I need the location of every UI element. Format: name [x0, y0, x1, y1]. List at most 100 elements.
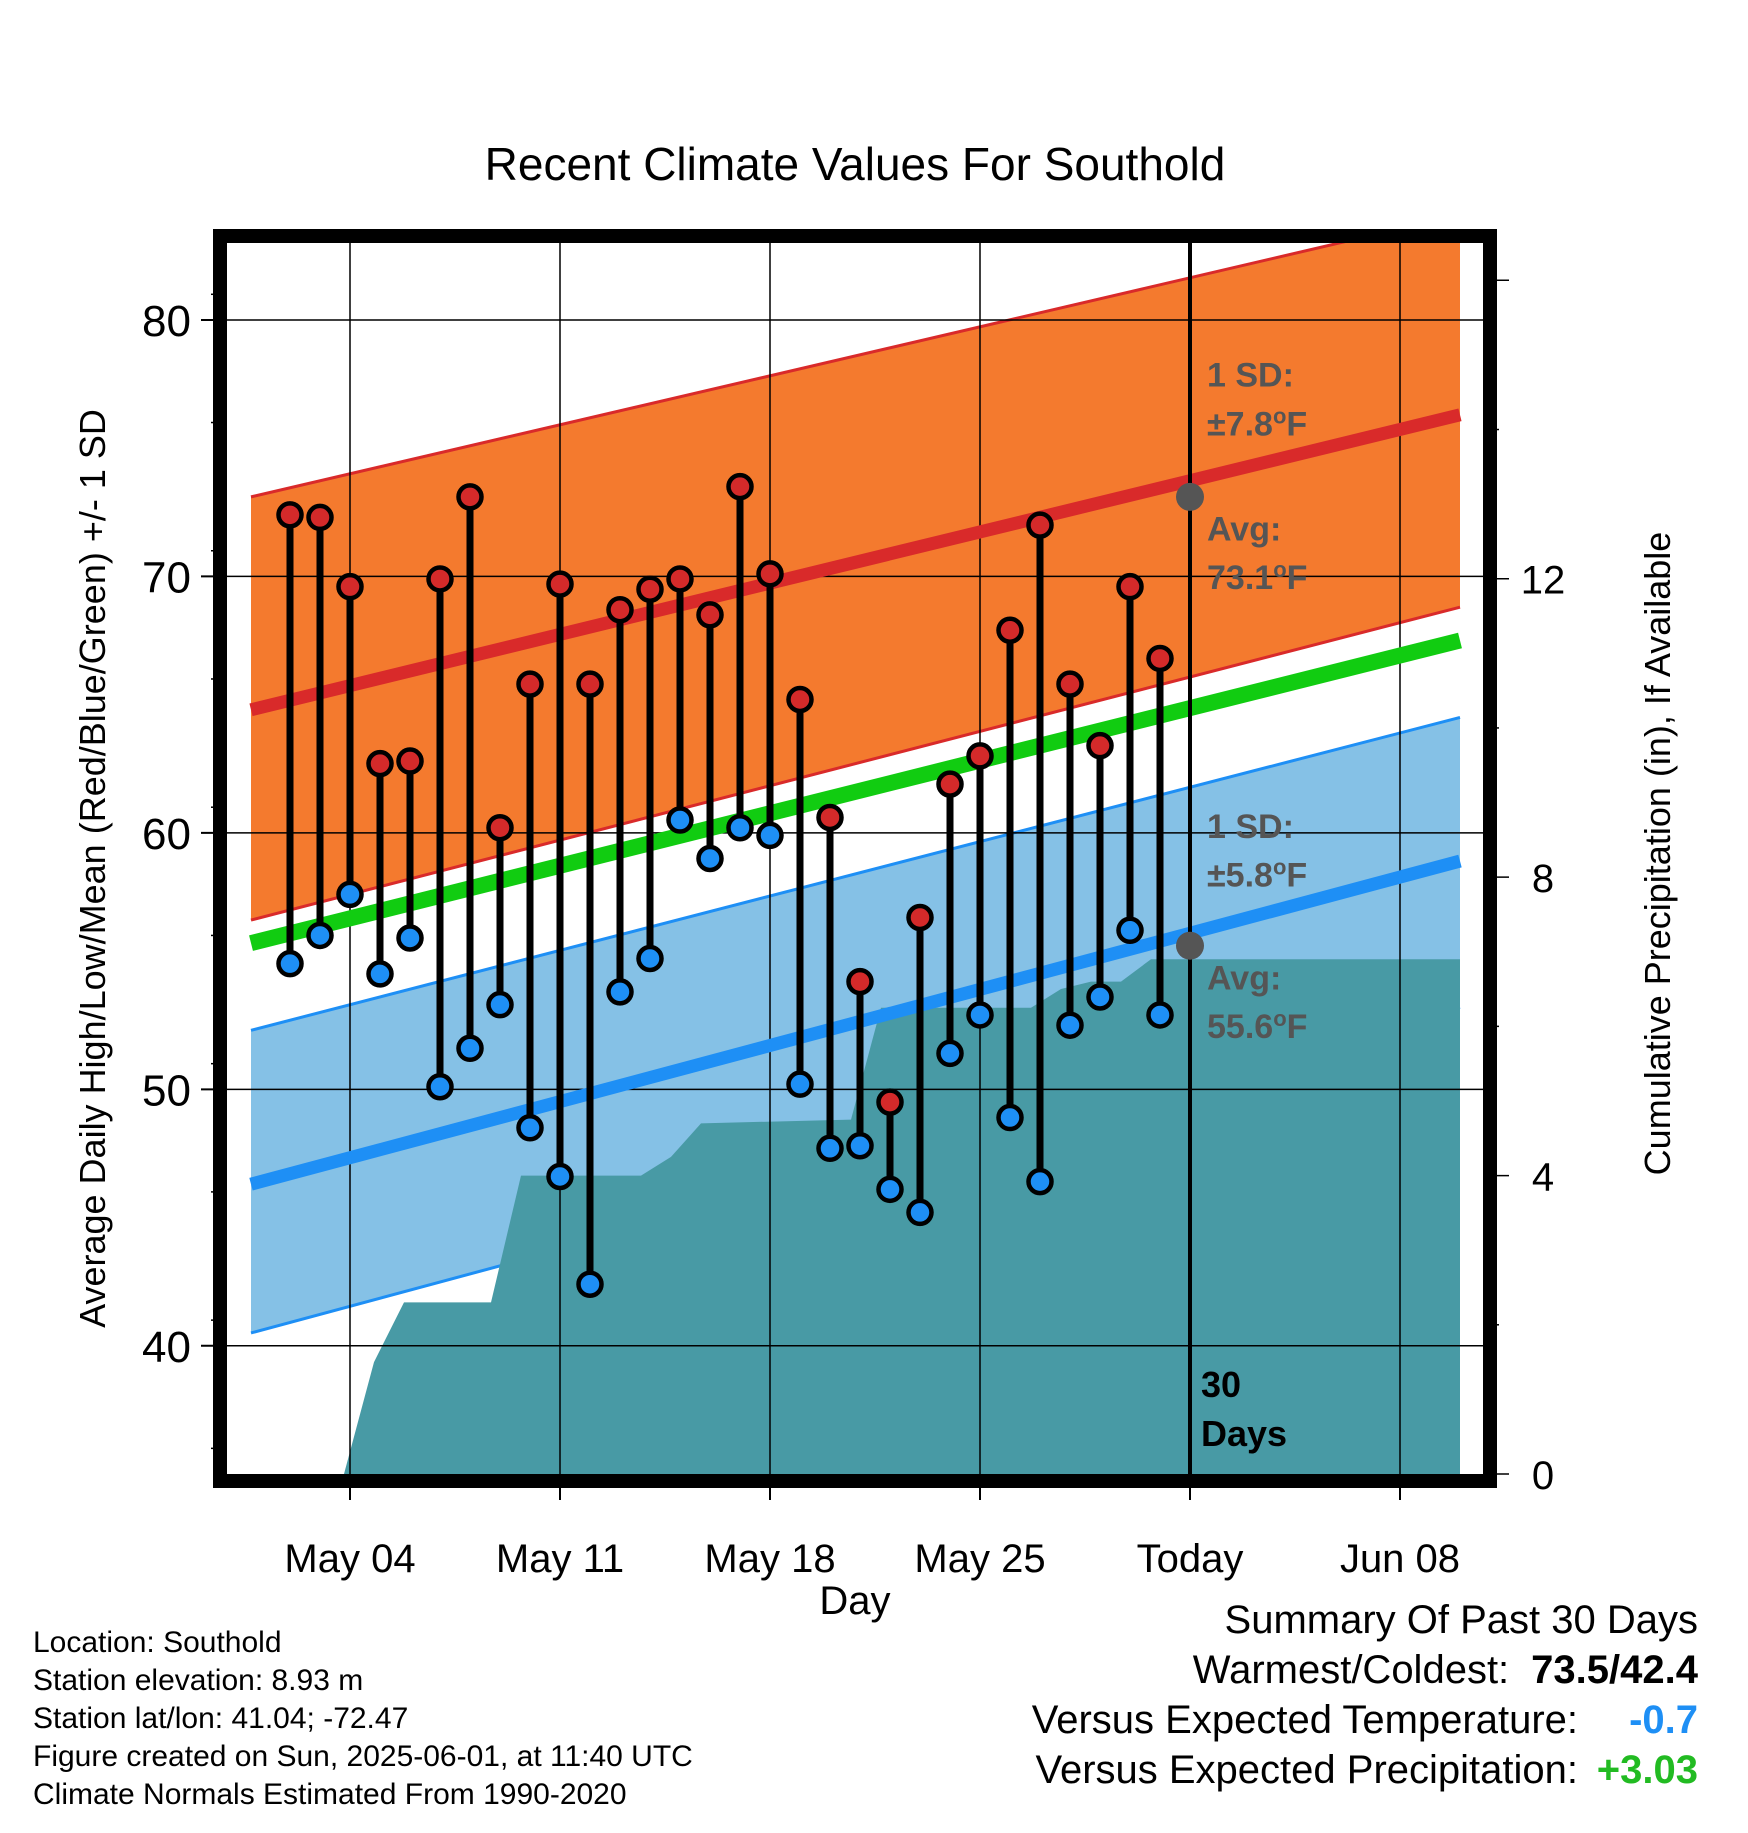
avg-mean-line — [249, 632, 1462, 951]
y-left-axis-label: Average Daily High/Low/Mean (Red/Blue/Gr… — [72, 409, 113, 1328]
daily-low-point — [726, 813, 754, 842]
daily-high-point — [456, 483, 484, 511]
plot-frame — [213, 229, 1497, 1488]
daily-high-point — [1056, 670, 1084, 698]
high-band-upper-edge — [250, 243, 1346, 499]
daily-high-point — [1026, 511, 1054, 539]
daily-low-point — [816, 1134, 844, 1163]
today-avg-low-marker — [1176, 931, 1204, 960]
daily-high-point — [726, 472, 754, 501]
y-left-tick-label-0: 40 — [142, 1323, 191, 1372]
daily-high-point — [846, 967, 874, 996]
summary-temperature: Versus Expected Temperature: -0.7 — [1032, 1695, 1698, 1745]
days-word-label: Days — [1201, 1413, 1287, 1454]
info-normals: Climate Normals Estimated From 1990-2020 — [33, 1778, 627, 1811]
daily-low-point — [1146, 1001, 1174, 1029]
daily-low-point — [456, 1034, 484, 1063]
daily-low-point — [756, 821, 784, 850]
daily-low-point — [996, 1103, 1024, 1132]
daily-low-point — [516, 1114, 544, 1142]
daily-low-point — [276, 949, 304, 978]
daily-high-point — [1086, 731, 1114, 760]
info-latlon: Station lat/lon: 41.04; -72.47 — [33, 1702, 409, 1735]
daily-high-point — [426, 565, 454, 593]
daily-low-point — [1116, 916, 1144, 945]
daily-low-point — [876, 1175, 904, 1204]
daily-high-point — [576, 670, 604, 698]
high-avg-value: 73.1oF — [1207, 557, 1307, 597]
high-sd-band — [251, 243, 1460, 921]
daily-high-point — [396, 747, 424, 775]
summary-panel: Summary Of Past 30 Days Warmest/Coldest:… — [1032, 1595, 1698, 1795]
daily-high-point — [606, 595, 634, 624]
daily-low-point — [666, 806, 694, 834]
chart-title: Recent Climate Values For Southold — [485, 138, 1226, 190]
daily-high-point — [366, 749, 394, 778]
y-right-tick-label-3: 12 — [1521, 559, 1566, 603]
daily-high-point — [306, 503, 334, 532]
y-left-tick-label-2: 60 — [142, 810, 191, 859]
y-left-tick-label-3: 70 — [142, 553, 191, 602]
today-avg-high-marker — [1176, 482, 1204, 511]
daily-low-point — [636, 944, 664, 973]
x-tick-label-2: May 18 — [704, 1537, 835, 1581]
low-avg-label: Avg: — [1207, 959, 1281, 997]
daily-high-point — [486, 813, 514, 842]
daily-high-point — [636, 575, 664, 603]
temp-value: -0.7 — [1629, 1698, 1698, 1742]
daily-high-point — [696, 601, 724, 629]
daily-high-point — [666, 565, 694, 593]
summary-heading: Summary Of Past 30 Days — [1224, 1598, 1698, 1642]
y-right-tick-label-2: 8 — [1532, 857, 1554, 901]
daily-low-point — [396, 924, 424, 952]
high-band-lower-edge — [250, 605, 1461, 922]
station-info: Location: Southold Station elevation: 8.… — [33, 1624, 693, 1814]
daily-high-point — [786, 685, 814, 714]
low-sd-value: ±5.8oF — [1207, 855, 1307, 895]
low-band-upper-edge — [250, 715, 1461, 1032]
low-sd-label: 1 SD: — [1207, 808, 1294, 846]
high-sd-value: ±7.8oF — [1207, 403, 1307, 443]
days-count-label: 30 — [1201, 1364, 1241, 1405]
daily-low-point — [306, 921, 334, 950]
daily-high-point — [996, 616, 1024, 645]
daily-high-point — [906, 903, 934, 932]
daily-high-point — [546, 570, 574, 598]
x-axis-label: Day — [819, 1579, 890, 1623]
daily-high-point — [1116, 572, 1144, 601]
daily-high-point — [276, 501, 304, 529]
daily-low-point — [696, 844, 724, 873]
warm-cold-label: Warmest/Coldest: — [1192, 1648, 1510, 1692]
y-left-tick-label-1: 50 — [142, 1066, 191, 1115]
info-created: Figure created on Sun, 2025-06-01, at 11… — [33, 1740, 693, 1773]
daily-low-point — [576, 1270, 604, 1298]
x-tick-label-5: Jun 08 — [1340, 1537, 1460, 1581]
warm-cold-value: 73.5/42.4 — [1531, 1648, 1698, 1692]
summary-precipitation: Versus Expected Precipitation: +3.03 — [1032, 1745, 1698, 1795]
x-tick-label-1: May 11 — [496, 1537, 624, 1581]
plot-area — [227, 243, 1483, 1474]
x-tick-label-0: May 04 — [284, 1537, 415, 1581]
precip-value: +3.03 — [1596, 1748, 1698, 1792]
precip-label: Versus Expected Precipitation: — [1035, 1748, 1578, 1792]
y-right-axis-label: Cumulative Precipitation (in), If Availa… — [1637, 532, 1678, 1176]
y-right-tick-label-0: 0 — [1532, 1454, 1554, 1498]
summary-warm-cold: Warmest/Coldest: 73.5/42.4 — [1032, 1645, 1698, 1695]
daily-low-point — [1056, 1011, 1084, 1039]
daily-high-point — [936, 770, 964, 798]
daily-high-point — [816, 803, 844, 832]
daily-low-point — [1086, 983, 1114, 1011]
daily-low-point — [936, 1039, 964, 1068]
avg-high-line — [249, 408, 1462, 717]
y-right-tick-label-1: 4 — [1532, 1156, 1554, 1200]
high-sd-label: 1 SD: — [1207, 357, 1294, 395]
daily-low-point — [426, 1072, 454, 1101]
daily-high-point — [756, 560, 784, 588]
temp-label: Versus Expected Temperature: — [1031, 1698, 1578, 1742]
daily-high-point — [336, 572, 364, 601]
daily-low-point — [366, 960, 394, 988]
daily-low-point — [906, 1198, 934, 1227]
low-avg-value: 55.6oF — [1207, 1006, 1307, 1046]
